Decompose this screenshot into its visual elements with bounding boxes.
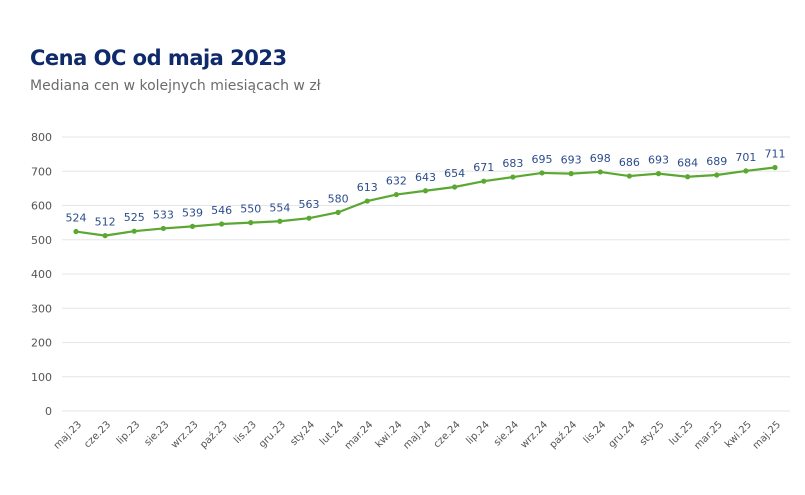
data-point bbox=[335, 209, 341, 215]
data-point bbox=[481, 178, 487, 184]
data-label: 512 bbox=[95, 216, 116, 229]
data-label: 683 bbox=[502, 157, 523, 170]
data-point bbox=[743, 168, 749, 174]
x-tick-label: cze.24 bbox=[432, 419, 463, 450]
data-label: 698 bbox=[590, 152, 611, 165]
data-point bbox=[422, 188, 429, 194]
y-tick-label: 600 bbox=[31, 200, 52, 213]
x-tick-label: gru.24 bbox=[607, 419, 638, 450]
data-point bbox=[685, 174, 691, 180]
data-label: 693 bbox=[648, 154, 669, 167]
x-tick-label: mar.25 bbox=[692, 419, 725, 452]
x-tick-label: sty.25 bbox=[638, 419, 667, 448]
data-point bbox=[248, 220, 254, 226]
chart-title: Cena OC od maja 2023 bbox=[30, 46, 287, 70]
data-label: 643 bbox=[415, 171, 436, 184]
x-tick-label: kwi.25 bbox=[723, 419, 754, 450]
data-label: 701 bbox=[735, 151, 756, 164]
data-label: 686 bbox=[619, 156, 640, 169]
data-point bbox=[102, 233, 108, 239]
data-label: 554 bbox=[269, 201, 290, 214]
x-tick-label: wrz.24 bbox=[519, 419, 550, 450]
data-point bbox=[597, 169, 603, 175]
data-point bbox=[626, 173, 632, 179]
data-label: 563 bbox=[299, 198, 320, 211]
x-tick-label: maj.24 bbox=[401, 419, 433, 451]
x-tick-label: paź.24 bbox=[547, 419, 579, 451]
data-point bbox=[189, 223, 196, 229]
x-tick-label: gru.23 bbox=[257, 419, 288, 450]
x-tick-label: lut.25 bbox=[667, 419, 695, 447]
data-point bbox=[219, 221, 225, 227]
chart-subtitle: Mediana cen w kolejnych miesiącach w zł bbox=[30, 78, 321, 94]
x-tick-label: wrz.23 bbox=[169, 419, 200, 450]
data-label: 671 bbox=[473, 161, 494, 174]
x-tick-label: sie.24 bbox=[492, 419, 521, 448]
data-label: 693 bbox=[561, 154, 582, 167]
data-label: 613 bbox=[357, 181, 378, 194]
x-tick-label: kwi.24 bbox=[374, 419, 405, 450]
data-point bbox=[160, 225, 166, 232]
x-tick-label: maj.25 bbox=[751, 419, 783, 451]
x-tick-label: lip.23 bbox=[115, 419, 142, 446]
data-label: 550 bbox=[240, 203, 261, 216]
data-label: 539 bbox=[182, 206, 203, 219]
data-point bbox=[539, 170, 545, 176]
data-label: 689 bbox=[706, 155, 727, 168]
y-tick-label: 0 bbox=[45, 405, 52, 418]
x-tick-label: sty.24 bbox=[288, 419, 317, 448]
y-tick-label: 300 bbox=[31, 302, 52, 315]
data-point bbox=[73, 228, 79, 235]
data-label: 711 bbox=[765, 147, 786, 160]
data-point bbox=[393, 191, 399, 198]
data-label: 546 bbox=[211, 204, 232, 217]
x-tick-label: lis.24 bbox=[582, 419, 609, 446]
data-point bbox=[568, 171, 574, 177]
y-tick-label: 800 bbox=[31, 131, 52, 144]
y-tick-label: 100 bbox=[31, 371, 52, 384]
data-label: 580 bbox=[328, 192, 349, 205]
data-label: 695 bbox=[532, 153, 553, 166]
data-point bbox=[131, 228, 137, 234]
data-point bbox=[452, 184, 458, 190]
y-tick-label: 400 bbox=[31, 268, 52, 281]
data-label: 654 bbox=[444, 167, 465, 180]
x-tick-label: mar.24 bbox=[343, 419, 376, 452]
data-point bbox=[714, 172, 720, 178]
x-tick-label: lip.24 bbox=[464, 419, 491, 446]
x-tick-label: sie.23 bbox=[142, 419, 171, 448]
y-tick-label: 200 bbox=[31, 337, 52, 350]
x-tick-label: cze.23 bbox=[82, 419, 113, 450]
x-tick-label: lut.24 bbox=[318, 419, 346, 447]
data-label: 684 bbox=[677, 157, 698, 170]
y-tick-label: 700 bbox=[31, 165, 52, 178]
data-label: 632 bbox=[386, 175, 407, 188]
data-label: 524 bbox=[66, 212, 87, 225]
y-tick-label: 500 bbox=[31, 234, 52, 247]
data-point bbox=[772, 164, 778, 171]
data-point bbox=[306, 215, 312, 221]
x-tick-label: maj.23 bbox=[52, 419, 84, 451]
x-tick-label: paź.23 bbox=[197, 419, 229, 451]
x-tick-label: lis.23 bbox=[232, 419, 259, 446]
data-label: 533 bbox=[153, 208, 174, 221]
data-point bbox=[655, 171, 662, 177]
data-point bbox=[277, 218, 283, 224]
data-point bbox=[364, 198, 370, 204]
data-label: 525 bbox=[124, 211, 145, 224]
data-point bbox=[510, 174, 516, 180]
